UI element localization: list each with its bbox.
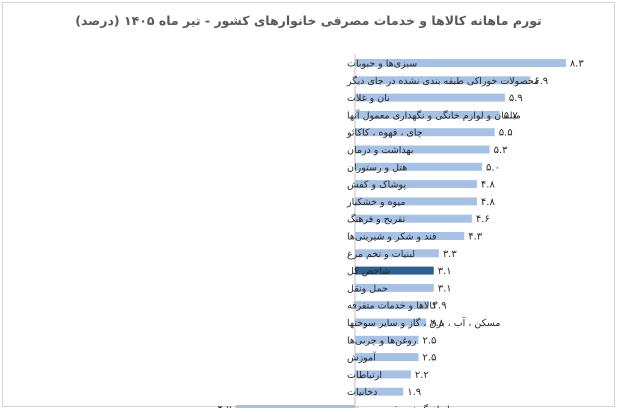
bar <box>355 335 419 344</box>
bar <box>355 232 465 240</box>
category-label: کالاها و خدمات متفرقه <box>347 301 437 312</box>
bar <box>355 283 434 292</box>
category-label: سبزی‌ها و حبوبات <box>347 59 417 70</box>
category-label: مبلمان و لوازم خانگی و نگهداری معمول آنه… <box>347 108 521 121</box>
bar <box>355 353 419 362</box>
bar <box>355 318 427 327</box>
bar <box>355 370 411 379</box>
category-label: شاخص کل <box>347 266 390 277</box>
value-label: ۲.۸ <box>430 318 445 329</box>
value-label: ۳.۱ <box>438 283 452 294</box>
category-label: هتل و رستوران <box>347 162 407 173</box>
bar <box>355 145 490 154</box>
value-label: ۵.۷ <box>504 110 519 121</box>
category-label: روغن‌ها و چربی‌ها <box>347 335 417 346</box>
value-label: ۶.۹ <box>534 76 548 87</box>
value-label: ۵.۵ <box>499 128 513 139</box>
category-label: مسکن ، آب ، برق ، گاز و سایر سوختها <box>347 316 500 329</box>
category-label: آموزش <box>347 351 376 364</box>
bar <box>355 76 531 85</box>
value-label: ۵.۰ <box>486 162 500 173</box>
category-label: بهداشت و درمان <box>347 145 413 156</box>
value-label: ۲.۲ <box>415 370 429 381</box>
bar <box>355 301 429 310</box>
category-label: میوه و خشکبار <box>346 197 405 208</box>
category-label: تفریح و فرهنگ <box>347 213 406 225</box>
bar <box>355 387 404 396</box>
bar <box>355 197 477 206</box>
bar <box>355 162 482 171</box>
bar <box>355 249 439 258</box>
value-label: ۴.۶ <box>476 214 490 225</box>
bar <box>235 405 355 408</box>
category-label: دخانیات <box>347 387 377 398</box>
chart-title: تورم ماهانه کالاها و خدمات مصرفی خانواره… <box>75 13 542 28</box>
category-label: قند و شکر و شیرینی‌ها <box>347 232 437 243</box>
value-label: ۴.۸ <box>481 197 496 208</box>
value-label: ۳.۳ <box>443 249 458 260</box>
value-label: ۲.۵ <box>423 353 437 364</box>
value-label: ۴.۸ <box>481 180 496 191</box>
category-label: ارتباطات <box>347 370 382 381</box>
category-label: چای ، قهوه ، کاکائو <box>346 128 423 139</box>
value-label: ۵.۳ <box>494 145 509 156</box>
category-label: محصولات خوراکی طبقه بندی نشده در جای دیگ… <box>346 75 539 87</box>
value-label: ۵.۹ <box>509 93 523 104</box>
value-label: ۴.۳ <box>468 232 483 243</box>
category-label: حمل ونقل <box>347 283 388 294</box>
bar <box>355 110 500 119</box>
value-label: ۸.۳ <box>570 59 585 70</box>
bar <box>355 266 434 275</box>
bar <box>355 93 505 102</box>
chart-frame: تورم ماهانه کالاها و خدمات مصرفی خانواره… <box>2 2 615 409</box>
value-label: ۳.۱ <box>438 266 452 277</box>
category-label: لبنیات و تخم مرغ <box>347 249 415 260</box>
category-label: انواع گوشت قرمز و سفید <box>347 404 450 409</box>
value-label: ۲.۹ <box>433 301 447 312</box>
value-label: ۲.۵ <box>423 335 437 346</box>
bar-chart: سبزی‌ها و حبوبات ۸.۳ محصولات خوراکی طبقه ب… <box>214 54 585 409</box>
bar <box>355 59 566 67</box>
bar <box>355 128 495 137</box>
category-label: پوشاک و کفش <box>347 180 406 191</box>
bar <box>355 180 477 189</box>
category-label: نان و غلات <box>347 93 390 104</box>
bar <box>355 214 472 223</box>
value-label: -۴.۷ <box>214 405 232 409</box>
value-label: ۱.۹ <box>407 387 421 398</box>
